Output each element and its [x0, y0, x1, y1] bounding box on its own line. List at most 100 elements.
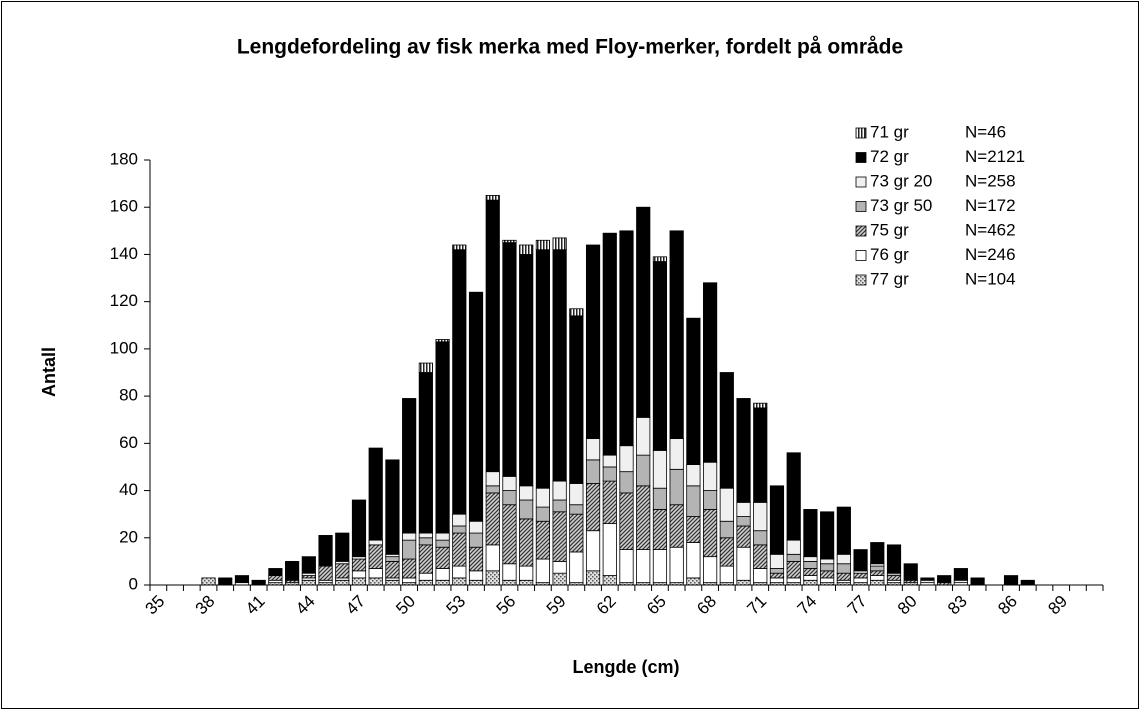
bar-segment [201, 577, 216, 586]
bar-segment [502, 239, 517, 244]
bar-segment [418, 572, 433, 581]
bar-segment [285, 560, 300, 581]
bar-segment [435, 339, 450, 343]
bar-segment [803, 579, 818, 586]
bar-segment [686, 317, 701, 465]
bar-segment [552, 572, 567, 586]
bar-segment [836, 553, 851, 565]
bar-segment [786, 539, 801, 555]
bar-segment [535, 249, 550, 489]
bar-segment [753, 544, 768, 569]
bar-segment [585, 530, 601, 572]
bar-segment [485, 195, 500, 201]
bar-segment [435, 546, 450, 569]
bar-segment [335, 563, 350, 579]
bar-segment [636, 454, 651, 487]
bar-segment [301, 579, 316, 586]
bar-segment [452, 577, 467, 586]
y-tick-label: 180 [110, 149, 138, 168]
bar-segment [535, 520, 550, 560]
bar-segment [753, 501, 768, 532]
bar-segment [686, 464, 701, 487]
bar-segment [753, 407, 768, 503]
y-tick-label: 80 [119, 386, 138, 405]
bar-segment [703, 509, 718, 558]
bar-segment [468, 532, 484, 548]
chart-title: Lengdefordeling av fisk merka med Floy-m… [237, 36, 903, 59]
bar-segment [485, 485, 500, 494]
y-tick-label: 160 [110, 197, 138, 216]
bar-segment [903, 563, 918, 581]
bar-segment [769, 572, 785, 579]
bar-segment [251, 579, 266, 586]
y-tick-label: 20 [119, 527, 138, 546]
bar-segment [853, 572, 868, 579]
bar-segment [418, 537, 433, 546]
bar-segment [836, 506, 851, 555]
bar-segment [519, 254, 534, 487]
bar-segment [736, 525, 751, 548]
bar-segment [502, 563, 517, 581]
bar-segment [970, 577, 985, 586]
bar-segment [569, 551, 584, 584]
bar-segment [602, 466, 617, 482]
bar-segment [402, 577, 417, 584]
legend-count: N=46 [965, 122, 1006, 141]
bar-segment [669, 504, 684, 548]
bar-segment [418, 532, 433, 539]
bar-segment [686, 485, 701, 517]
y-tick-label: 60 [119, 433, 138, 452]
bar-segment [485, 492, 500, 546]
bar-segment [769, 553, 785, 569]
bar-segment [652, 509, 668, 550]
bar-segment [502, 490, 517, 506]
legend-swatch [855, 274, 867, 286]
bar-segment [769, 485, 785, 555]
bar-segment [552, 237, 567, 251]
bar-segment [452, 244, 467, 251]
bar-segment [753, 568, 768, 584]
bar-segment [886, 544, 902, 574]
legend-label: 77 gr [870, 269, 909, 288]
bar-segment [652, 256, 668, 262]
bar-segment [652, 261, 668, 451]
bar-segment [636, 549, 651, 584]
bar-segment [669, 546, 684, 584]
bar-segment [736, 398, 751, 503]
bar-segment [886, 575, 902, 581]
bar-segment [820, 511, 835, 560]
bar-segment [719, 565, 734, 584]
bar-segment [535, 558, 550, 584]
bar-segment [402, 532, 417, 541]
bar-segment [820, 558, 835, 565]
bar-segment [485, 199, 500, 473]
bar-segment [402, 398, 417, 534]
legend-swatch [855, 201, 867, 212]
bar-segment [769, 577, 785, 584]
bar-segment [468, 520, 484, 534]
bar-segment [385, 560, 400, 579]
legend-swatch [855, 250, 867, 261]
bar-segment [619, 471, 634, 494]
bar-segment [552, 249, 567, 482]
bar-segment [803, 556, 818, 562]
bar-segment [585, 483, 601, 532]
legend-swatch [855, 225, 867, 237]
bar-segment [301, 556, 316, 574]
bar-segment [468, 570, 484, 581]
bar-segment [836, 572, 851, 581]
bar-segment [435, 341, 450, 534]
legend-swatch [855, 127, 867, 139]
bar-segment [1003, 575, 1019, 586]
bar-segment [820, 570, 835, 579]
bar-segment [602, 575, 617, 586]
bar-segment [502, 504, 517, 565]
bar-segment [569, 483, 584, 506]
bar-segment [652, 549, 668, 584]
bar-segment [753, 530, 768, 546]
legend-swatch [855, 152, 867, 163]
bar-segment [418, 372, 433, 534]
bar-segment [619, 549, 634, 584]
bar-segment [953, 568, 968, 581]
bar-segment [452, 532, 467, 567]
